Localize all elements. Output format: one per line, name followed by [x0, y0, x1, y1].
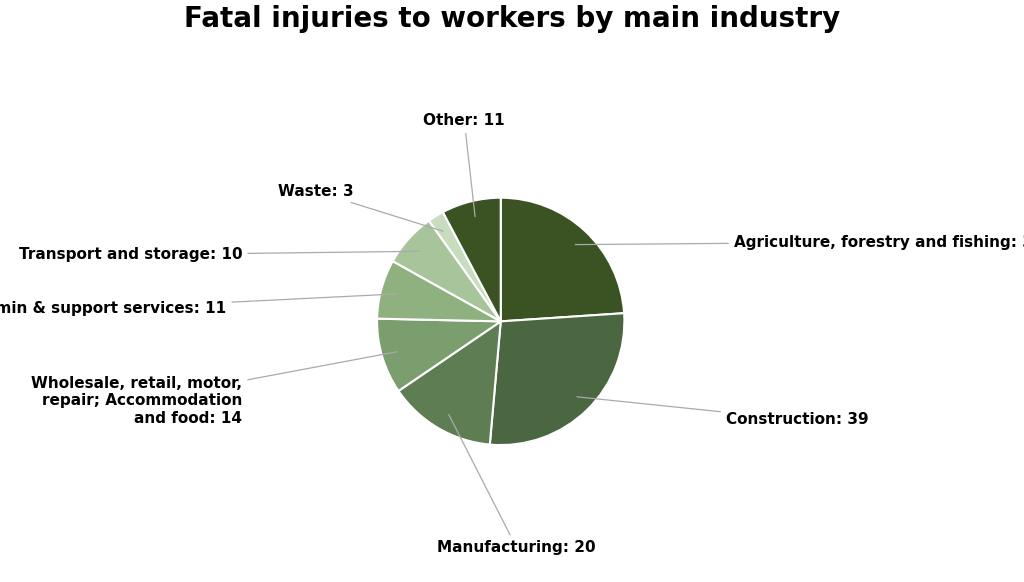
Text: Manufacturing: 20: Manufacturing: 20 [437, 414, 596, 555]
Wedge shape [398, 321, 501, 445]
Wedge shape [377, 261, 501, 321]
Wedge shape [489, 313, 625, 445]
Text: Agriculture, forestry and fishing: 34: Agriculture, forestry and fishing: 34 [575, 235, 1024, 250]
Wedge shape [442, 198, 501, 321]
Wedge shape [377, 318, 501, 391]
Text: Admin & support services: 11: Admin & support services: 11 [0, 294, 396, 316]
Text: Waste: 3: Waste: 3 [278, 184, 442, 231]
Wedge shape [429, 212, 501, 321]
Text: Other: 11: Other: 11 [424, 113, 505, 217]
Wedge shape [501, 198, 624, 321]
Title: Fatal injuries to workers by main industry: Fatal injuries to workers by main indust… [183, 5, 840, 33]
Text: Transport and storage: 10: Transport and storage: 10 [18, 247, 420, 262]
Wedge shape [393, 221, 501, 321]
Text: Wholesale, retail, motor,
repair; Accommodation
and food: 14: Wholesale, retail, motor, repair; Accomm… [32, 352, 397, 425]
Text: Construction: 39: Construction: 39 [577, 397, 868, 427]
